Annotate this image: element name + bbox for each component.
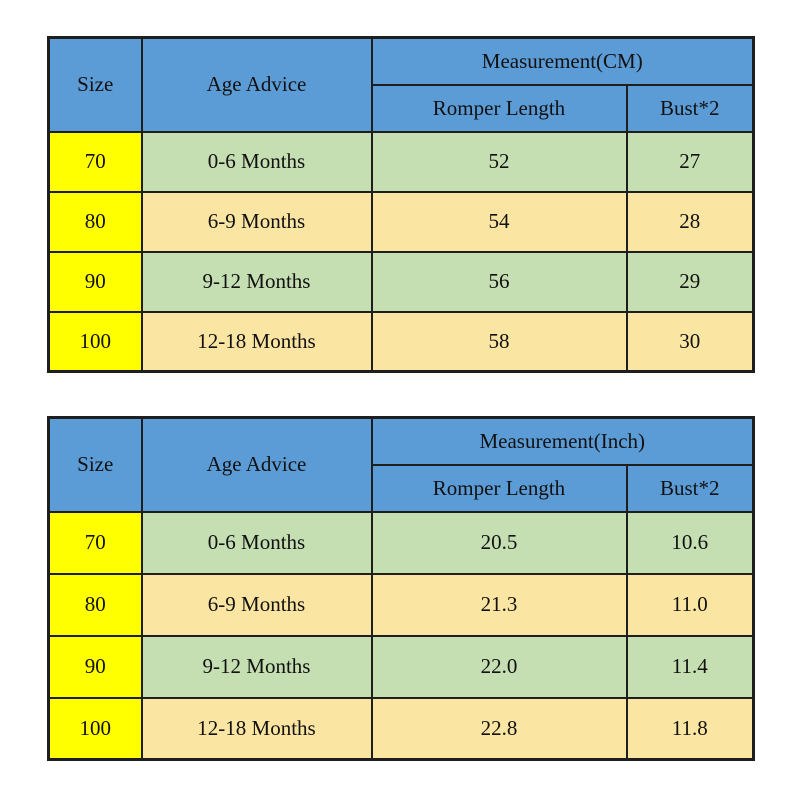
bust-cell: 27 <box>625 130 755 193</box>
size-chart-table-cm: Size Age Advice Measurement(CM) Romper L… <box>47 36 755 373</box>
romper-length-cell: 22.8 <box>370 696 628 761</box>
romper-length-cell: 22.0 <box>370 634 628 699</box>
header-row: Size Age Advice Measurement(CM) <box>47 36 755 133</box>
romper-length-column-header: Romper Length <box>370 83 628 133</box>
subheader-row: Romper Length Bust*2 <box>49 83 755 133</box>
size-chart-table-inch: Size Age Advice Measurement(Inch) Romper… <box>47 416 755 761</box>
romper-length-column-header: Romper Length <box>370 463 628 513</box>
table-row: 90 9-12 Months 56 29 <box>47 250 755 313</box>
bust-cell: 11.4 <box>625 634 755 699</box>
header-row: Size Age Advice Measurement(Inch) <box>47 416 755 513</box>
table-row: 90 9-12 Months 22.0 11.4 <box>47 634 755 699</box>
bust-cell: 10.6 <box>625 510 755 575</box>
size-column-header: Size <box>47 416 143 513</box>
romper-length-cell: 21.3 <box>370 572 628 637</box>
age-advice-column-header: Age Advice <box>140 36 373 133</box>
table-row: 100 12-18 Months 22.8 11.8 <box>47 696 755 761</box>
romper-length-cell: 56 <box>370 250 628 313</box>
age-cell: 12-18 Months <box>140 696 373 761</box>
bust-cell: 29 <box>625 250 755 313</box>
table-row: 70 0-6 Months 52 27 <box>47 130 755 193</box>
measurement-inch-header: Measurement(Inch) <box>370 416 755 466</box>
romper-length-cell: 20.5 <box>370 510 628 575</box>
romper-length-cell: 54 <box>370 190 628 253</box>
bust-cell: 11.8 <box>625 696 755 761</box>
size-cell: 80 <box>47 190 143 253</box>
bust-column-header: Bust*2 <box>625 83 755 133</box>
size-cell: 100 <box>47 310 143 373</box>
size-cell: 90 <box>47 250 143 313</box>
age-cell: 6-9 Months <box>140 572 373 637</box>
measurement-cm-header: Measurement(CM) <box>370 36 755 86</box>
size-cell: 70 <box>47 130 143 193</box>
age-cell: 9-12 Months <box>140 634 373 699</box>
table-row: 70 0-6 Months 20.5 10.6 <box>47 510 755 575</box>
bust-cell: 28 <box>625 190 755 253</box>
size-cell: 80 <box>47 572 143 637</box>
size-cell: 90 <box>47 634 143 699</box>
bust-cell: 11.0 <box>625 572 755 637</box>
age-cell: 12-18 Months <box>140 310 373 373</box>
age-advice-column-header: Age Advice <box>140 416 373 513</box>
size-column-header: Size <box>47 36 143 133</box>
age-cell: 6-9 Months <box>140 190 373 253</box>
table-row: 100 12-18 Months 58 30 <box>47 310 755 373</box>
age-cell: 0-6 Months <box>140 130 373 193</box>
bust-column-header: Bust*2 <box>625 463 755 513</box>
romper-length-cell: 52 <box>370 130 628 193</box>
table-row: 80 6-9 Months 21.3 11.0 <box>47 572 755 637</box>
table-row: 80 6-9 Months 54 28 <box>47 190 755 253</box>
bust-cell: 30 <box>625 310 755 373</box>
size-cell: 100 <box>47 696 143 761</box>
age-cell: 9-12 Months <box>140 250 373 313</box>
subheader-row: Romper Length Bust*2 <box>49 463 755 513</box>
romper-length-cell: 58 <box>370 310 628 373</box>
size-cell: 70 <box>47 510 143 575</box>
age-cell: 0-6 Months <box>140 510 373 575</box>
